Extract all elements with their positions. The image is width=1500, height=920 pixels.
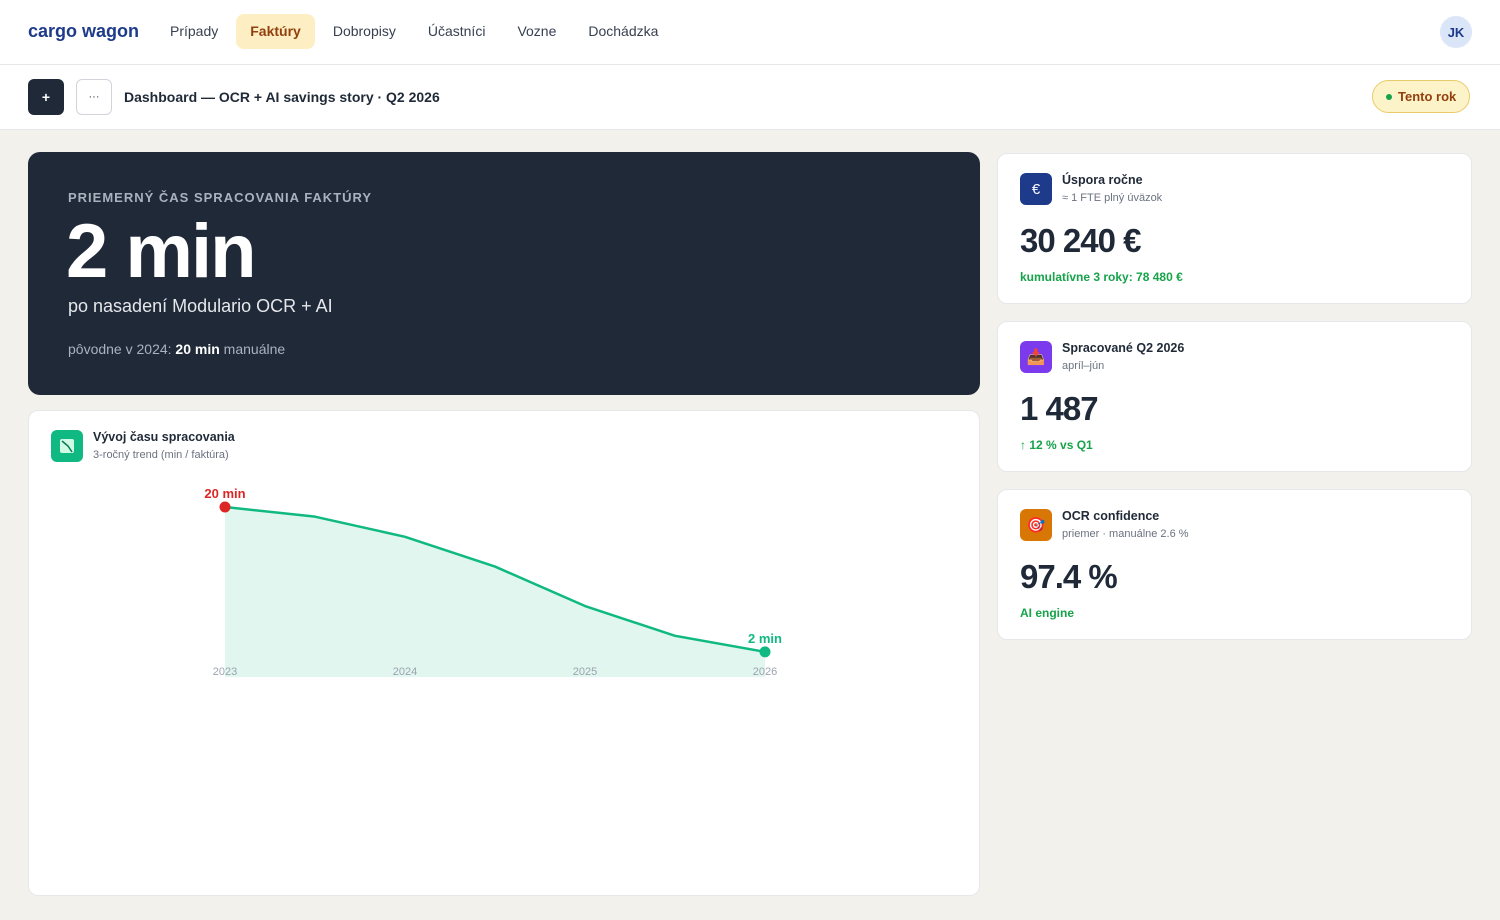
kpi-subtitle: priemer · manuálne 2.6 % [1062, 528, 1189, 540]
hero-value: 2 min [66, 209, 256, 294]
note-prefix: pôvodne v 2024: [68, 341, 172, 357]
nav-item[interactable]: Prípady [170, 23, 219, 39]
kpi-note: kumulatívne 3 roky: 78 480 € [1020, 270, 1183, 284]
nav-item[interactable]: Účastníci [427, 23, 486, 39]
chart-subtitle: 3-ročný trend (min / faktúra) [93, 449, 229, 461]
hero-subtitle: po nasadení Modulario OCR + AI [68, 296, 333, 316]
hero-note: pôvodne v 2024: 20 min manuálne [68, 341, 285, 357]
kpi-title: Úspora ročne [1062, 173, 1143, 187]
hero-card: PRIEMERNÝ ČAS SPRACOVANIA FAKTÚRY 2 min … [28, 152, 980, 395]
toolbar: + ··· Dashboard — OCR + AI savings story… [0, 65, 1500, 130]
chart: 20 min 2 min 2023 2024 2025 2026 [204, 486, 782, 678]
kpi-card: 📥 Spracované Q2 2026 apríl–jún 1 487 ↑ 12 % … [997, 321, 1472, 472]
x-tick-label: 2024 [393, 666, 417, 678]
area [225, 507, 765, 677]
kpi-card: 🎯 OCR confidence priemer · manuálne 2.6 % 9… [997, 489, 1472, 640]
badge-label: Tento rok [1398, 89, 1457, 104]
nav-item[interactable]: Faktúry [236, 14, 315, 49]
avatar[interactable]: JK [1440, 16, 1472, 48]
kpi-icon: € [1020, 173, 1052, 205]
data-label: 2 min [748, 631, 782, 646]
kpi-subtitle: apríl–jún [1062, 360, 1105, 372]
kpi-icon: 🎯 [1020, 509, 1052, 541]
kpi-title: OCR confidence [1062, 509, 1160, 523]
brand[interactable]: cargo wagon [28, 21, 140, 41]
kpi-subtitle: ≈ 1 FTE plný úväzok [1062, 192, 1163, 204]
point [759, 646, 771, 658]
data-label: 20 min [204, 486, 245, 501]
more-button[interactable]: ··· [76, 79, 112, 115]
kpi-card: € Úspora ročne ≈ 1 FTE plný úväzok 30 240 €… [997, 153, 1472, 304]
note-suffix: manuálne [223, 341, 286, 357]
kpi-note: AI engine [1020, 606, 1075, 620]
period-badge[interactable]: Tento rok [1372, 80, 1471, 113]
chart-card: Vývoj času spracovania 3-ročný trend (mi… [28, 410, 980, 896]
top-nav: cargo wagon Prípady Faktúry Dobropisy Účast… [0, 0, 1500, 65]
add-button[interactable]: + [28, 79, 64, 115]
nav-item[interactable]: Dobropisy [332, 23, 396, 39]
point [219, 501, 231, 513]
kpi-value: 97.4 % [1020, 558, 1118, 595]
line [224, 505, 766, 654]
kpi-icon: 📥 [1020, 341, 1052, 373]
nav-item[interactable]: Dochádzka [588, 23, 659, 39]
page-title: Dashboard — OCR + AI savings story · Q2 … [124, 89, 440, 105]
x-tick-label: 2026 [753, 666, 777, 678]
kpi-note: ↑ 12 % vs Q1 [1020, 438, 1093, 452]
note-strong: 20 min [175, 341, 220, 357]
nav-items: Prípady Faktúry Dobropisy Účastníci Vozne Doc… [156, 14, 672, 49]
chart-icon [51, 430, 83, 462]
kpi-value: 30 240 € [1020, 222, 1141, 259]
chart-title: Vývoj času spracovania [93, 430, 235, 444]
kpi-title: Spracované Q2 2026 [1062, 341, 1185, 355]
x-tick-label: 2025 [573, 666, 597, 678]
x-tick-label: 2023 [213, 666, 237, 678]
kpi-value: 1 487 [1020, 390, 1099, 427]
nav-item[interactable]: Vozne [517, 23, 557, 39]
hero-eyebrow: PRIEMERNÝ ČAS SPRACOVANIA FAKTÚRY [68, 190, 373, 205]
chart-icon-glyph [60, 439, 74, 453]
